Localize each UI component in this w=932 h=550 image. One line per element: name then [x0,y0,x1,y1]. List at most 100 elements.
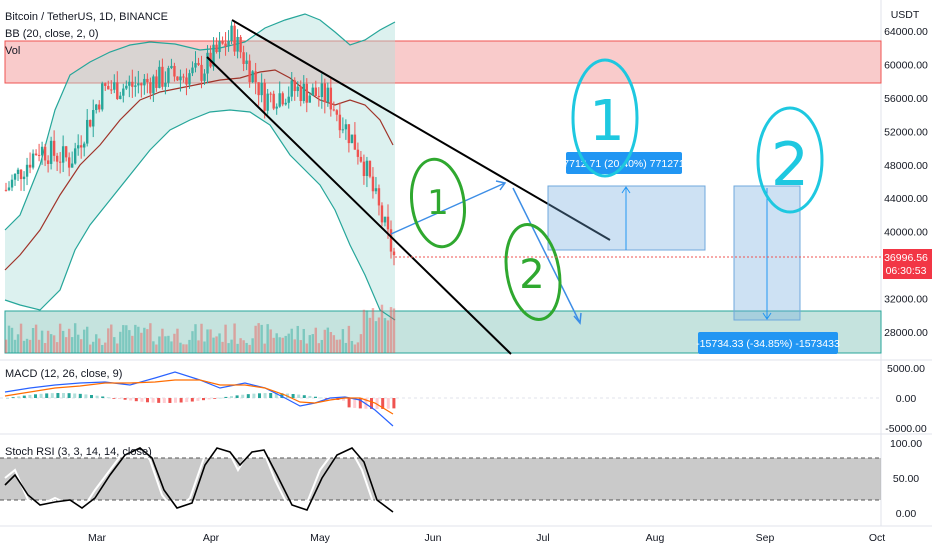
candle-body [152,76,155,94]
candle-body [128,81,131,86]
time-label-jul: Jul [536,532,549,544]
volume-bar [116,343,119,353]
candle-body [308,95,311,103]
bb-legend[interactable]: BB (20, close, 2, 0) [5,28,99,40]
candle [260,73,263,103]
stoch-legend[interactable]: Stoch RSI (3, 3, 14, 14, close) [5,446,152,458]
candle-body [125,85,128,89]
candle [383,216,387,227]
candle [158,60,161,89]
symbol-title[interactable]: Bitcoin / TetherUS, 1D, BINANCE [5,11,169,23]
candle [362,154,366,185]
volume-bar [299,340,302,353]
candle-body [16,169,20,174]
volume-bar [73,323,77,353]
candle-body [143,78,146,86]
candle-body [95,104,98,111]
candle [380,202,384,227]
volume-bar [4,339,8,353]
volume-bar [40,330,44,353]
time-label-may: May [310,532,331,544]
macd-hist-bar [106,397,110,399]
handwritten-green-1-text: 1 [427,183,449,223]
volume-bar [350,340,354,353]
resistance-zone[interactable] [4,40,882,84]
candle [314,80,317,97]
candle-body [164,82,167,87]
candle [22,171,26,192]
macd-histogram [6,393,396,409]
candle-body [251,71,254,83]
arrow-down-leg [512,187,581,324]
macd-hist-bar [95,395,99,398]
candle-body [266,93,269,111]
time-label-mar: Mar [88,532,107,544]
volume-bar [260,324,263,353]
macd-hist-bar [168,398,172,403]
candle-body [278,93,281,107]
price-candles [4,21,396,266]
candle-body [28,164,32,168]
candle [40,141,44,165]
candle-body [137,83,140,86]
volume-bar [236,343,239,353]
candle-body [61,146,65,163]
bb-lower [4,109,396,321]
volume-bar [167,335,170,353]
candle [218,32,221,59]
macd-hist-bar [269,393,273,398]
candle [52,130,56,162]
candle [113,74,116,94]
volume-bar [248,344,251,353]
time-label-apr: Apr [203,532,220,544]
macd-hist-bar [151,398,155,403]
candle [49,136,53,170]
candle [70,151,74,168]
volume-bar [188,339,191,353]
upper-trendline[interactable] [231,19,611,241]
handwritten-cyan-1-text: 1 [589,89,625,154]
volume-bar [329,332,333,353]
bb-upper [4,13,396,231]
macd-hist-bar [78,393,82,398]
macd-hist-bar [202,398,205,401]
candle [233,21,236,56]
price-axis[interactable]: 64000.00 60000.00 56000.00 52000.00 48000.00… [884,26,928,339]
volume-bar [182,344,185,353]
candle-body [197,63,200,65]
macd-hist-bar [45,393,49,398]
macd-axis-tick-zero: 0.00 [896,393,917,405]
candle-body [19,169,23,180]
projection-arrows[interactable] [390,180,582,325]
macd-hist-bar [330,398,334,400]
candle [104,82,107,91]
volume-bar [185,344,188,353]
volume-bar [293,339,296,353]
macd-legend[interactable]: MACD (12, 26, close, 9) [5,368,123,380]
candle-body [260,82,263,96]
macd-pane [0,371,881,427]
volume-bar [320,339,324,353]
volume-bar [76,334,80,353]
candle-body [392,251,396,256]
candle [371,167,375,199]
macd-hist-bar [39,393,43,398]
time-axis[interactable]: Mar Apr May Jun Jul Aug Sep Oct [88,532,885,544]
candle [326,82,330,107]
candle [248,54,251,88]
candle [389,220,393,259]
candle [200,55,203,89]
handwritten-cyan-2-text: 2 [771,130,809,200]
price-tick-9: 28000.00 [884,327,928,339]
candle [110,80,113,94]
candle-body [386,216,390,230]
lower-trendline[interactable] [206,56,512,355]
macd-hist-bar [314,396,317,398]
candle [284,98,287,106]
volume-bar [158,336,161,353]
macd-hist-bar [162,398,166,403]
candle-body [116,82,119,99]
vol-legend[interactable]: Vol [5,45,21,57]
candle [281,91,284,107]
candle-body [221,41,224,44]
